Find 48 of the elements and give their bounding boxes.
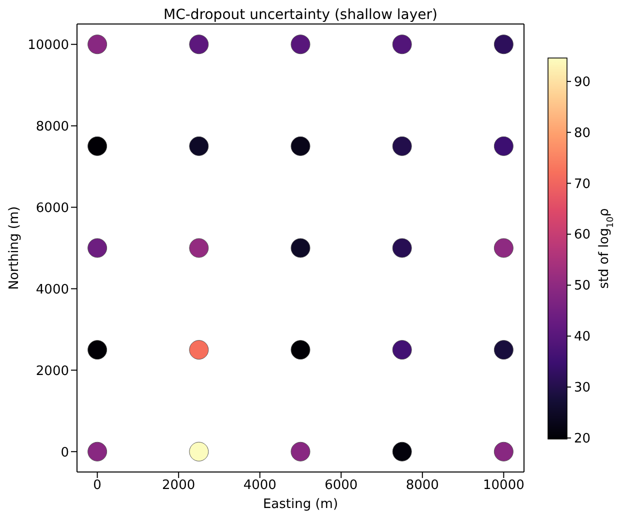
point bbox=[494, 340, 514, 360]
color-bar-label: 40 bbox=[574, 330, 591, 345]
point bbox=[88, 238, 108, 258]
point bbox=[88, 340, 108, 360]
point bbox=[494, 34, 514, 54]
point bbox=[392, 34, 412, 54]
chart-title: MC-dropout uncertainty (shallow layer) bbox=[164, 7, 438, 23]
point bbox=[290, 136, 310, 156]
point bbox=[88, 442, 108, 462]
x-tick-label: 6000 bbox=[324, 478, 358, 494]
x-tick-label: 10000 bbox=[483, 478, 524, 494]
point bbox=[189, 34, 209, 54]
point bbox=[290, 34, 310, 54]
point bbox=[189, 340, 209, 360]
point bbox=[392, 442, 412, 462]
y-tick-label: 4000 bbox=[36, 282, 69, 298]
y-tick-label: 10000 bbox=[28, 38, 69, 53]
y-tick-label: 8000 bbox=[36, 119, 69, 134]
point bbox=[290, 238, 310, 258]
point bbox=[290, 340, 310, 360]
color-bar-label: 80 bbox=[574, 126, 591, 141]
x-tick-label: 8000 bbox=[406, 478, 439, 494]
x-tick-label: 2000 bbox=[162, 478, 196, 494]
point bbox=[88, 34, 108, 54]
y-tick-label: 6000 bbox=[36, 200, 69, 216]
point bbox=[189, 238, 209, 258]
point bbox=[392, 136, 412, 156]
y-axis-title: Northing (m) bbox=[7, 206, 22, 290]
color-bar-label: 70 bbox=[574, 176, 591, 192]
point bbox=[392, 340, 412, 360]
point bbox=[189, 136, 209, 156]
point bbox=[392, 238, 412, 258]
x-tick-label: 0 bbox=[93, 478, 102, 494]
x-axis-title: Easting (m) bbox=[262, 497, 338, 512]
color-bar-label: 30 bbox=[574, 380, 591, 396]
color-bar-label: 20 bbox=[574, 431, 591, 446]
point bbox=[494, 238, 514, 258]
color-bar-label: 90 bbox=[574, 74, 591, 90]
color-bar-label: 60 bbox=[574, 228, 591, 243]
x-tick-label: 4000 bbox=[243, 478, 276, 494]
color-bar-label: 50 bbox=[574, 278, 591, 294]
point bbox=[494, 136, 514, 156]
point bbox=[290, 442, 310, 462]
y-tick-label: 0 bbox=[60, 445, 69, 460]
point bbox=[88, 136, 108, 156]
y-tick-label: 2000 bbox=[36, 364, 69, 379]
point bbox=[189, 442, 209, 462]
point bbox=[494, 442, 514, 462]
